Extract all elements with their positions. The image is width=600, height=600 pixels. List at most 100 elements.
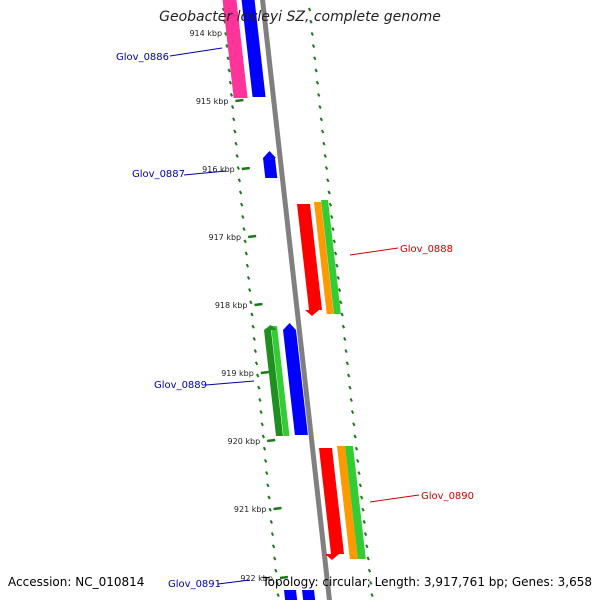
outer-track-dot <box>340 312 344 317</box>
inner-track-dot <box>230 105 235 110</box>
inner-track-dot <box>237 178 242 183</box>
outer-track-dot <box>336 275 340 280</box>
inner-track-dot <box>226 56 230 61</box>
inner-track-dot <box>274 568 278 573</box>
inner-track-dot <box>233 129 237 134</box>
inner-track-dot <box>241 214 245 219</box>
kbp-label: 922 kbp <box>240 574 273 583</box>
gene-glov-0888-arrowhead <box>305 310 319 316</box>
inner-track-dot <box>225 44 229 49</box>
inner-track-dot <box>269 519 273 524</box>
outer-track-dot <box>365 544 369 549</box>
gene-glov-0888-strip <box>314 202 334 314</box>
inner-track-dot <box>234 141 238 146</box>
gene-glov-0890-strip <box>345 446 366 559</box>
gene-glov-0889-strip <box>283 330 308 435</box>
kbp-tick <box>247 234 257 239</box>
outer-track-dot <box>370 593 374 598</box>
inner-track-dot <box>256 373 260 378</box>
kbp-label: 919 kbp <box>221 369 254 378</box>
kbp-label: 921 kbp <box>234 505 267 514</box>
inner-track-dot <box>240 202 244 207</box>
outer-track-dot <box>366 556 370 561</box>
kbp-tick <box>279 575 289 580</box>
outer-track-dot <box>320 129 325 134</box>
gene-glov-0890-strip <box>337 446 358 559</box>
inner-track-dot <box>266 483 270 488</box>
kbp-tick <box>241 166 250 171</box>
outer-track-dot <box>345 361 349 366</box>
outer-track-dot <box>339 300 343 305</box>
accession-text: Accession: NC_010814 <box>8 575 145 589</box>
inner-track-dot <box>244 251 248 256</box>
inner-track-dot <box>250 312 254 317</box>
inner-track-dot <box>265 471 269 476</box>
inner-track-dot <box>271 544 276 549</box>
inner-track-dot <box>273 556 277 561</box>
outer-track-dot <box>344 349 348 354</box>
kbp-label: 915 kbp <box>196 97 229 106</box>
outer-track-dot <box>337 288 342 293</box>
outer-track-dot <box>319 117 323 122</box>
outer-track-dot <box>358 483 362 488</box>
outer-track-dot <box>356 458 360 463</box>
kbp-tick <box>273 506 282 511</box>
gene-glov-0886-strip <box>241 0 266 97</box>
gene-glov-0887-arrowhead <box>263 151 276 158</box>
gene-label: Glov_0890 <box>421 491 474 502</box>
genome-backbone <box>260 0 332 600</box>
inner-track-dot <box>258 397 262 402</box>
gene-glov-0888-strip <box>321 200 341 314</box>
inner-track-dot <box>222 19 227 24</box>
kbp-label: 916 kbp <box>202 165 235 174</box>
outer-track-dot <box>353 434 357 439</box>
gene-glov-0889-arrowhead <box>264 325 277 330</box>
inner-track-dot <box>245 263 250 268</box>
outer-track-dot <box>361 507 365 512</box>
outer-track-dot <box>307 7 312 12</box>
outer-track-dot <box>314 68 318 73</box>
outer-track-dot <box>322 141 326 146</box>
outer-track-dot <box>326 178 330 183</box>
inner-track-dot <box>232 117 236 122</box>
inner-track-dot <box>260 422 264 427</box>
outer-track-dot <box>350 410 355 415</box>
outer-track-dot <box>369 580 373 585</box>
gene-label: Glov_0887 <box>132 169 185 180</box>
outer-track-dot <box>362 519 366 524</box>
gene-label-leader <box>349 247 399 256</box>
outer-track-dot <box>332 239 336 244</box>
gene-glov-0886-gap <box>236 0 252 98</box>
gene-glov-0886-strip <box>222 0 248 98</box>
outer-track-dot <box>318 105 322 110</box>
outer-track-dot <box>309 19 313 24</box>
kbp-label: 918 kbp <box>215 301 248 310</box>
outer-track-dot <box>352 422 356 427</box>
kbp-label: 920 kbp <box>228 437 261 446</box>
gene-glov-0890-arrowhead <box>325 554 339 560</box>
outer-track-dot <box>346 373 351 378</box>
inner-track-dot <box>267 495 271 500</box>
outer-track-dot <box>354 446 359 451</box>
inner-track-dot <box>228 80 232 85</box>
outer-track-dot <box>333 251 338 256</box>
kbp-tick <box>235 98 244 103</box>
outer-track-dot <box>310 31 314 36</box>
inner-track-dot <box>263 458 268 463</box>
inner-track-dot <box>238 190 243 195</box>
gene-glov-0891-strip <box>284 590 298 600</box>
inner-track-dot <box>224 31 228 36</box>
outer-track-dot <box>324 166 329 171</box>
outer-track-dot <box>357 471 361 476</box>
inner-track-dot <box>246 275 251 280</box>
outer-track-dot <box>330 214 334 219</box>
inner-track-dot <box>229 92 234 97</box>
inner-track-dot <box>249 300 253 305</box>
inner-track-dot <box>252 336 256 341</box>
inner-track-dot <box>251 324 255 329</box>
outer-track-dot <box>360 495 364 500</box>
gene-glov-0890-strip <box>319 448 345 554</box>
gene-glov-0889-arrowhead <box>283 323 296 330</box>
gene-label-leader <box>205 380 255 386</box>
